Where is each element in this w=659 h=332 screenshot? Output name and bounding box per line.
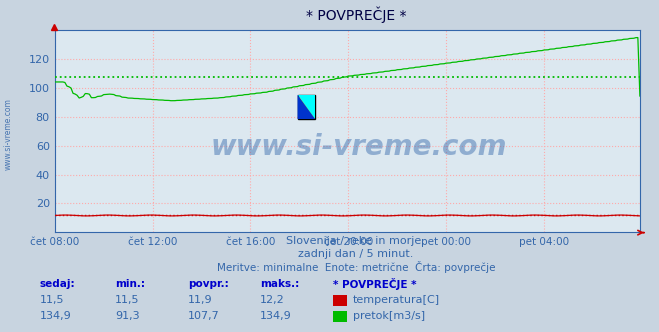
Text: www.si-vreme.com: www.si-vreme.com [3,99,13,170]
Text: sedaj:: sedaj: [40,279,75,289]
Text: temperatura[C]: temperatura[C] [353,295,440,305]
Text: www.si-vreme.com: www.si-vreme.com [211,133,507,161]
Text: 134,9: 134,9 [260,311,292,321]
Text: 107,7: 107,7 [188,311,219,321]
FancyBboxPatch shape [298,95,315,119]
Polygon shape [298,95,315,119]
Text: zadnji dan / 5 minut.: zadnji dan / 5 minut. [298,249,414,259]
Text: 11,9: 11,9 [188,295,212,305]
Text: 91,3: 91,3 [115,311,140,321]
Text: 12,2: 12,2 [260,295,285,305]
Text: pretok[m3/s]: pretok[m3/s] [353,311,424,321]
Text: 134,9: 134,9 [40,311,71,321]
Text: * POVPREČJE *: * POVPREČJE * [306,7,406,23]
Text: Slovenija / reke in morje.: Slovenija / reke in morje. [287,236,425,246]
Text: Meritve: minimalne  Enote: metrične  Črta: povprečje: Meritve: minimalne Enote: metrične Črta:… [217,261,495,273]
Text: 11,5: 11,5 [115,295,140,305]
Polygon shape [298,95,315,119]
Text: 11,5: 11,5 [40,295,64,305]
Text: * POVPREČJE *: * POVPREČJE * [333,278,416,290]
Text: povpr.:: povpr.: [188,279,229,289]
Text: maks.:: maks.: [260,279,300,289]
Text: min.:: min.: [115,279,146,289]
